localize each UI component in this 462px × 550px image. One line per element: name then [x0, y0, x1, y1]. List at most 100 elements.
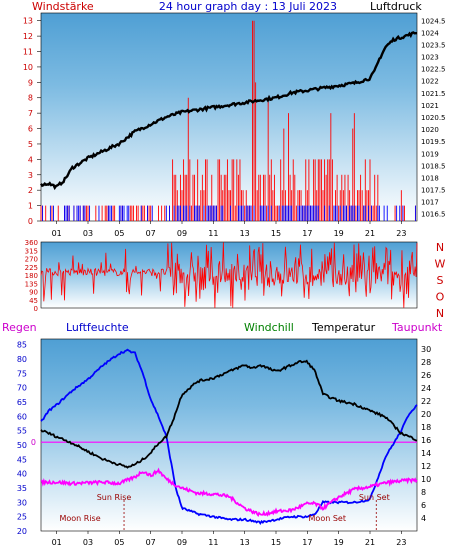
temperature-axis-tick-label: 22 — [421, 397, 431, 406]
hour-tick-label: 23 — [396, 229, 406, 238]
humidity-axis-tick-label: 50 — [17, 441, 27, 450]
wind-axis-tick-label: 10 — [23, 63, 33, 72]
hour-tick-label: 11 — [208, 538, 218, 547]
luftfeuchte-label: Luftfeuchte — [66, 321, 129, 334]
temperature-axis-tick-label: 16 — [421, 436, 431, 445]
pressure-axis-tick-label: 1017 — [421, 199, 439, 207]
compass-direction-label: W — [435, 258, 446, 271]
direction-axis-tick-label: 45 — [29, 297, 38, 305]
direction-axis-tick-label: 360 — [25, 239, 38, 247]
pressure-axis-tick-label: 1022 — [421, 78, 439, 86]
direction-axis-tick-label: 90 — [29, 289, 38, 297]
humidity-axis-tick-label: 55 — [17, 427, 27, 436]
humidity-axis-tick-label: 45 — [17, 455, 27, 464]
annotations: Sun Rise Sun Set Moon Rise Moon Set — [59, 493, 390, 531]
temperature-axis-tick-label: 12 — [421, 462, 431, 471]
pressure-axis-tick-label: 1019 — [421, 150, 439, 158]
hour-tick-label: 07 — [146, 229, 156, 238]
pressure-axis-tick-label: 1021.5 — [421, 90, 446, 98]
wind-axis-tick-label: 4 — [28, 155, 33, 164]
temperatur-label: Temperatur — [311, 321, 376, 334]
wind-axis-tick-label: 2 — [28, 186, 33, 195]
pressure-axis-tick-label: 1023 — [421, 54, 439, 62]
hour-tick-label: 15 — [271, 538, 281, 547]
wind-axis-tick-label: 0 — [28, 217, 33, 226]
wind-axis-tick-label: 7 — [28, 109, 33, 118]
pressure-axis-tick-label: 1022.5 — [421, 66, 446, 74]
pressure-axis-tick-label: 1018.5 — [421, 162, 446, 170]
wind-direction-line — [40, 242, 418, 308]
pressure-axis-tick-label: 1020.5 — [421, 114, 446, 122]
humidity-axis-tick-label: 20 — [17, 527, 27, 536]
hour-tick-label: 05 — [114, 538, 124, 547]
wind-axis-tick-label: 5 — [28, 140, 33, 149]
hour-tick-label: 05 — [114, 229, 124, 238]
sun-set-label: Sun Set — [359, 493, 390, 502]
pressure-axis-tick-label: 1024 — [421, 29, 439, 37]
wind-axis-tick-label: 13 — [23, 17, 33, 26]
humidity-axis-tick-label: 80 — [17, 355, 27, 364]
hour-tick-label: 03 — [83, 229, 93, 238]
hour-tick-label: 13 — [240, 538, 250, 547]
regen-label: Regen — [2, 321, 37, 334]
hour-tick-label: 19 — [334, 229, 344, 238]
direction-axis-tick-label: 180 — [25, 272, 38, 280]
hour-tick-label: 15 — [271, 229, 281, 238]
wind-axis-tick-label: 12 — [23, 32, 33, 41]
pressure-line — [39, 31, 417, 191]
sun-rise-label: Sun Rise — [97, 493, 132, 502]
hour-tick-label: 17 — [302, 229, 312, 238]
hour-tick-label: 03 — [83, 538, 93, 547]
direction-axis-tick-label: 315 — [25, 247, 38, 255]
hour-tick-label: 21 — [365, 538, 375, 547]
compass-direction-label: N — [436, 307, 444, 320]
hour-tick-label: 17 — [302, 538, 312, 547]
compass-direction-label: S — [437, 274, 444, 287]
pressure-label: Luftdruck — [370, 0, 422, 13]
taupunkt-label: Taupunkt — [391, 321, 443, 334]
pressure-axis-tick-label: 1021 — [421, 102, 439, 110]
axes: 0123456789101112131016.510171017.5101810… — [17, 17, 446, 547]
pressure-axis-tick-label: 1017.5 — [421, 187, 446, 195]
temperature-axis-tick-label: 20 — [421, 410, 431, 419]
wind-strength-label: Windstärke — [32, 0, 94, 13]
direction-axis-tick-label: 0 — [34, 305, 38, 313]
hour-tick-label: 19 — [334, 538, 344, 547]
compass-direction-label: N — [436, 241, 444, 254]
hour-tick-label: 07 — [146, 538, 156, 547]
direction-axis-tick-label: 225 — [25, 264, 38, 272]
hour-tick-label: 09 — [177, 229, 187, 238]
humidity-axis-tick-label: 75 — [17, 369, 27, 378]
temperature-axis-tick-label: 4 — [421, 514, 426, 523]
humidity-axis-tick-label: 40 — [17, 470, 27, 479]
wind-direction-panel — [40, 241, 418, 309]
rain-zero-label: 0 — [31, 438, 36, 447]
series-lines — [39, 31, 418, 526]
temperature-axis-tick-label: 24 — [421, 384, 431, 393]
wind-axis-tick-label: 9 — [28, 78, 33, 87]
temperature-axis-tick-label: 6 — [421, 501, 426, 510]
chart-title: 24 hour graph day : 13 Juli 2023 — [159, 0, 337, 13]
humidity-axis-tick-label: 25 — [17, 513, 27, 522]
temperature-axis-tick-label: 18 — [421, 423, 431, 432]
moon-set-label: Moon Set — [309, 514, 346, 523]
humidity-axis-tick-label: 30 — [17, 498, 27, 507]
hour-tick-label: 13 — [240, 229, 250, 238]
pressure-axis-tick-label: 1020 — [421, 126, 439, 134]
hour-tick-label: 01 — [52, 538, 62, 547]
wind-bars — [40, 20, 416, 221]
humidity-axis-tick-label: 60 — [17, 412, 27, 421]
pressure-axis-tick-label: 1016.5 — [421, 211, 446, 219]
hour-tick-label: 09 — [177, 538, 187, 547]
temperature-axis-tick-label: 26 — [421, 371, 431, 380]
wind-axis-tick-label: 11 — [23, 48, 33, 57]
wind-axis-tick-label: 6 — [28, 125, 33, 134]
temperature-line — [40, 359, 418, 469]
humidity-line — [40, 348, 418, 526]
direction-axis-tick-label: 270 — [25, 256, 38, 264]
dewpoint-line — [40, 467, 418, 518]
hour-tick-label: 11 — [208, 229, 218, 238]
hour-tick-label: 21 — [365, 229, 375, 238]
pressure-axis-tick-label: 1018 — [421, 174, 439, 182]
compass-direction-label: O — [436, 291, 445, 304]
